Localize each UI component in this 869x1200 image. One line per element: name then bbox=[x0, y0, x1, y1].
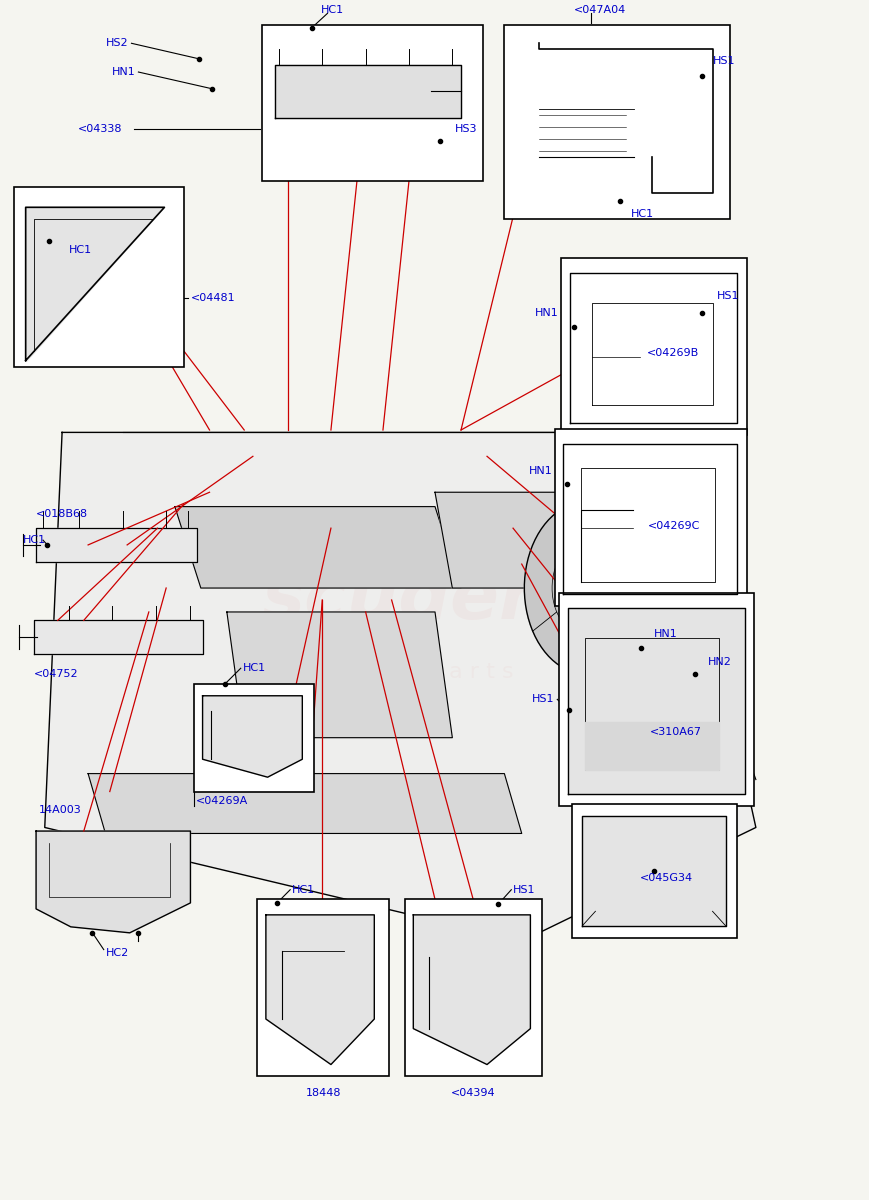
Bar bbox=[262, 25, 482, 181]
Text: 18448: 18448 bbox=[306, 1088, 342, 1098]
Text: HS1: HS1 bbox=[712, 56, 734, 66]
Text: HN1: HN1 bbox=[112, 67, 136, 77]
Text: c a r   p a r t s: c a r p a r t s bbox=[356, 662, 513, 682]
Polygon shape bbox=[567, 608, 745, 794]
Polygon shape bbox=[227, 612, 452, 738]
Text: <310A67: <310A67 bbox=[649, 727, 701, 737]
Polygon shape bbox=[413, 914, 530, 1064]
Polygon shape bbox=[434, 492, 642, 588]
Text: HN1: HN1 bbox=[528, 466, 553, 475]
Bar bbox=[559, 593, 753, 806]
Text: <04752: <04752 bbox=[34, 670, 79, 679]
Text: <04269C: <04269C bbox=[647, 521, 699, 530]
Bar bbox=[257, 899, 388, 1076]
Text: <018B68: <018B68 bbox=[36, 509, 88, 518]
Polygon shape bbox=[26, 208, 164, 360]
Text: HS1: HS1 bbox=[513, 884, 535, 895]
Polygon shape bbox=[36, 528, 196, 562]
Bar bbox=[15, 187, 183, 366]
Text: <04338: <04338 bbox=[77, 125, 122, 134]
Text: HN1: HN1 bbox=[653, 629, 676, 638]
Text: HN2: HN2 bbox=[707, 658, 731, 667]
Text: <04394: <04394 bbox=[450, 1088, 495, 1098]
Bar bbox=[561, 258, 746, 434]
Text: <04269B: <04269B bbox=[646, 348, 698, 359]
Text: HC2: HC2 bbox=[105, 948, 129, 958]
Text: <045G34: <045G34 bbox=[639, 872, 692, 883]
Polygon shape bbox=[581, 816, 725, 925]
Bar bbox=[571, 804, 736, 937]
Text: HC1: HC1 bbox=[242, 664, 265, 673]
Polygon shape bbox=[44, 432, 755, 941]
Polygon shape bbox=[266, 914, 374, 1064]
Polygon shape bbox=[88, 774, 521, 834]
Bar bbox=[554, 428, 746, 606]
Text: HC1: HC1 bbox=[630, 210, 653, 220]
Text: HN1: HN1 bbox=[534, 307, 559, 318]
Text: HC1: HC1 bbox=[69, 246, 92, 256]
Polygon shape bbox=[584, 722, 719, 770]
Text: HC1: HC1 bbox=[320, 5, 343, 14]
Polygon shape bbox=[275, 65, 461, 118]
Text: HS2: HS2 bbox=[106, 38, 129, 48]
Text: 14A003: 14A003 bbox=[38, 804, 82, 815]
Text: HC1: HC1 bbox=[23, 535, 46, 545]
Polygon shape bbox=[202, 696, 302, 778]
Text: HC1: HC1 bbox=[292, 884, 315, 895]
Text: <04481: <04481 bbox=[190, 293, 235, 304]
Polygon shape bbox=[34, 620, 203, 654]
Text: HS1: HS1 bbox=[532, 695, 554, 704]
Polygon shape bbox=[524, 502, 648, 674]
Polygon shape bbox=[175, 506, 461, 588]
Text: <047A04: <047A04 bbox=[573, 5, 626, 14]
Bar bbox=[404, 899, 541, 1076]
Bar bbox=[504, 25, 729, 220]
Bar bbox=[194, 684, 313, 792]
Text: scuderia: scuderia bbox=[262, 565, 607, 635]
Text: HS3: HS3 bbox=[454, 125, 477, 134]
Polygon shape bbox=[36, 832, 190, 932]
Text: HS1: HS1 bbox=[716, 290, 739, 301]
Text: <04269A: <04269A bbox=[196, 796, 248, 806]
